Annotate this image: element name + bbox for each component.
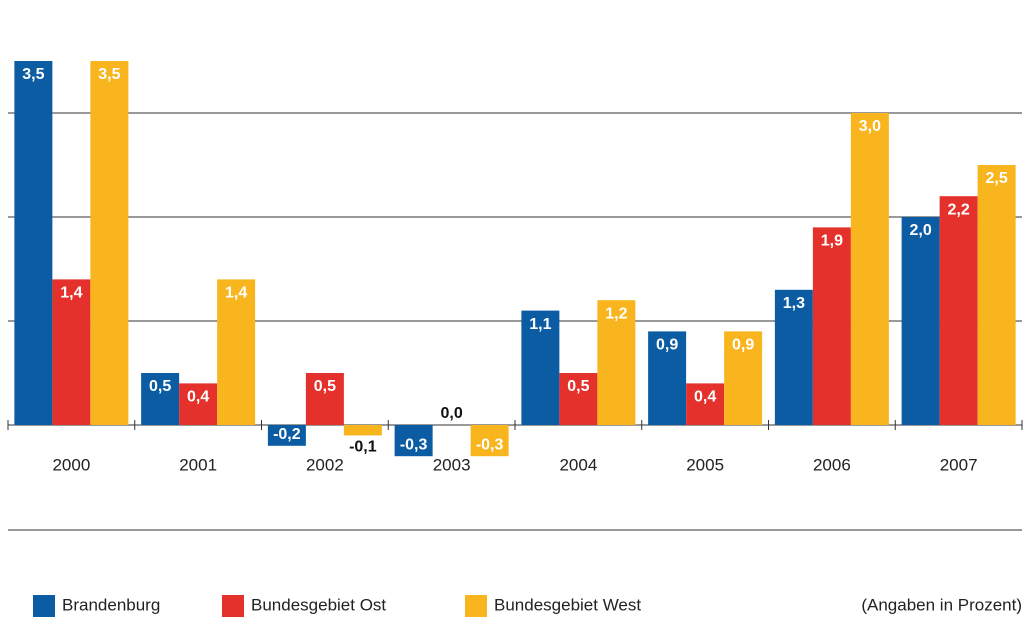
note: (Angaben in Prozent) <box>861 595 1022 614</box>
value-label: 2,0 <box>910 222 932 239</box>
value-label: 0,4 <box>694 389 716 406</box>
value-label: 1,2 <box>605 305 627 322</box>
bar <box>521 310 560 425</box>
bar <box>14 61 53 425</box>
bar <box>774 289 813 425</box>
value-label: 0,0 <box>441 405 463 422</box>
x-tick-label: 2004 <box>559 455 597 474</box>
legend-label: Bundesgebiet Ost <box>251 595 386 614</box>
value-label: -0,3 <box>400 436 428 453</box>
bar <box>850 113 889 425</box>
value-label: 1,4 <box>225 285 247 302</box>
x-tick-label: 2006 <box>813 455 851 474</box>
bar <box>939 196 978 425</box>
value-label: 1,9 <box>821 233 843 250</box>
value-label: 0,9 <box>732 337 754 354</box>
x-tick-label: 2003 <box>433 455 471 474</box>
value-label: 3,0 <box>859 118 881 135</box>
bar <box>724 331 763 425</box>
bar <box>977 165 1016 425</box>
value-label: 0,4 <box>187 389 209 406</box>
value-label: 3,5 <box>98 66 120 83</box>
x-tick-label: 2002 <box>306 455 344 474</box>
bar <box>343 425 382 436</box>
x-tick-label: 2007 <box>940 455 978 474</box>
bar <box>597 300 636 425</box>
bar <box>141 373 180 425</box>
bar <box>686 383 725 425</box>
bar <box>394 425 433 457</box>
bar <box>305 373 344 425</box>
x-tick-label: 2005 <box>686 455 724 474</box>
legend-swatch <box>465 595 487 617</box>
value-label: 2,5 <box>986 170 1008 187</box>
legend-label: Bundesgebiet West <box>494 595 641 614</box>
bar <box>90 61 129 425</box>
value-label: 2,2 <box>948 201 970 218</box>
bar <box>812 227 851 425</box>
bar <box>559 373 598 425</box>
bar <box>52 279 91 425</box>
value-label: 0,5 <box>567 378 589 395</box>
legend-swatch <box>33 595 55 617</box>
legend-label: Brandenburg <box>62 595 160 614</box>
bar <box>470 425 509 457</box>
bar <box>179 383 218 425</box>
value-label: 1,3 <box>783 295 805 312</box>
value-label: -0,3 <box>476 436 504 453</box>
legend-swatch <box>222 595 244 617</box>
bar <box>267 425 306 446</box>
bar <box>901 217 940 425</box>
value-label: 0,5 <box>149 378 171 395</box>
value-label: -0,1 <box>349 439 377 456</box>
value-label: 3,5 <box>22 66 44 83</box>
value-label: 0,9 <box>656 337 678 354</box>
value-label: 0,5 <box>314 378 336 395</box>
value-label: -0,2 <box>273 426 301 443</box>
x-tick-label: 2000 <box>52 455 90 474</box>
bar <box>648 331 687 425</box>
value-label: 1,1 <box>529 316 551 333</box>
value-label: 1,4 <box>60 285 82 302</box>
bar <box>217 279 256 425</box>
x-tick-label: 2001 <box>179 455 217 474</box>
